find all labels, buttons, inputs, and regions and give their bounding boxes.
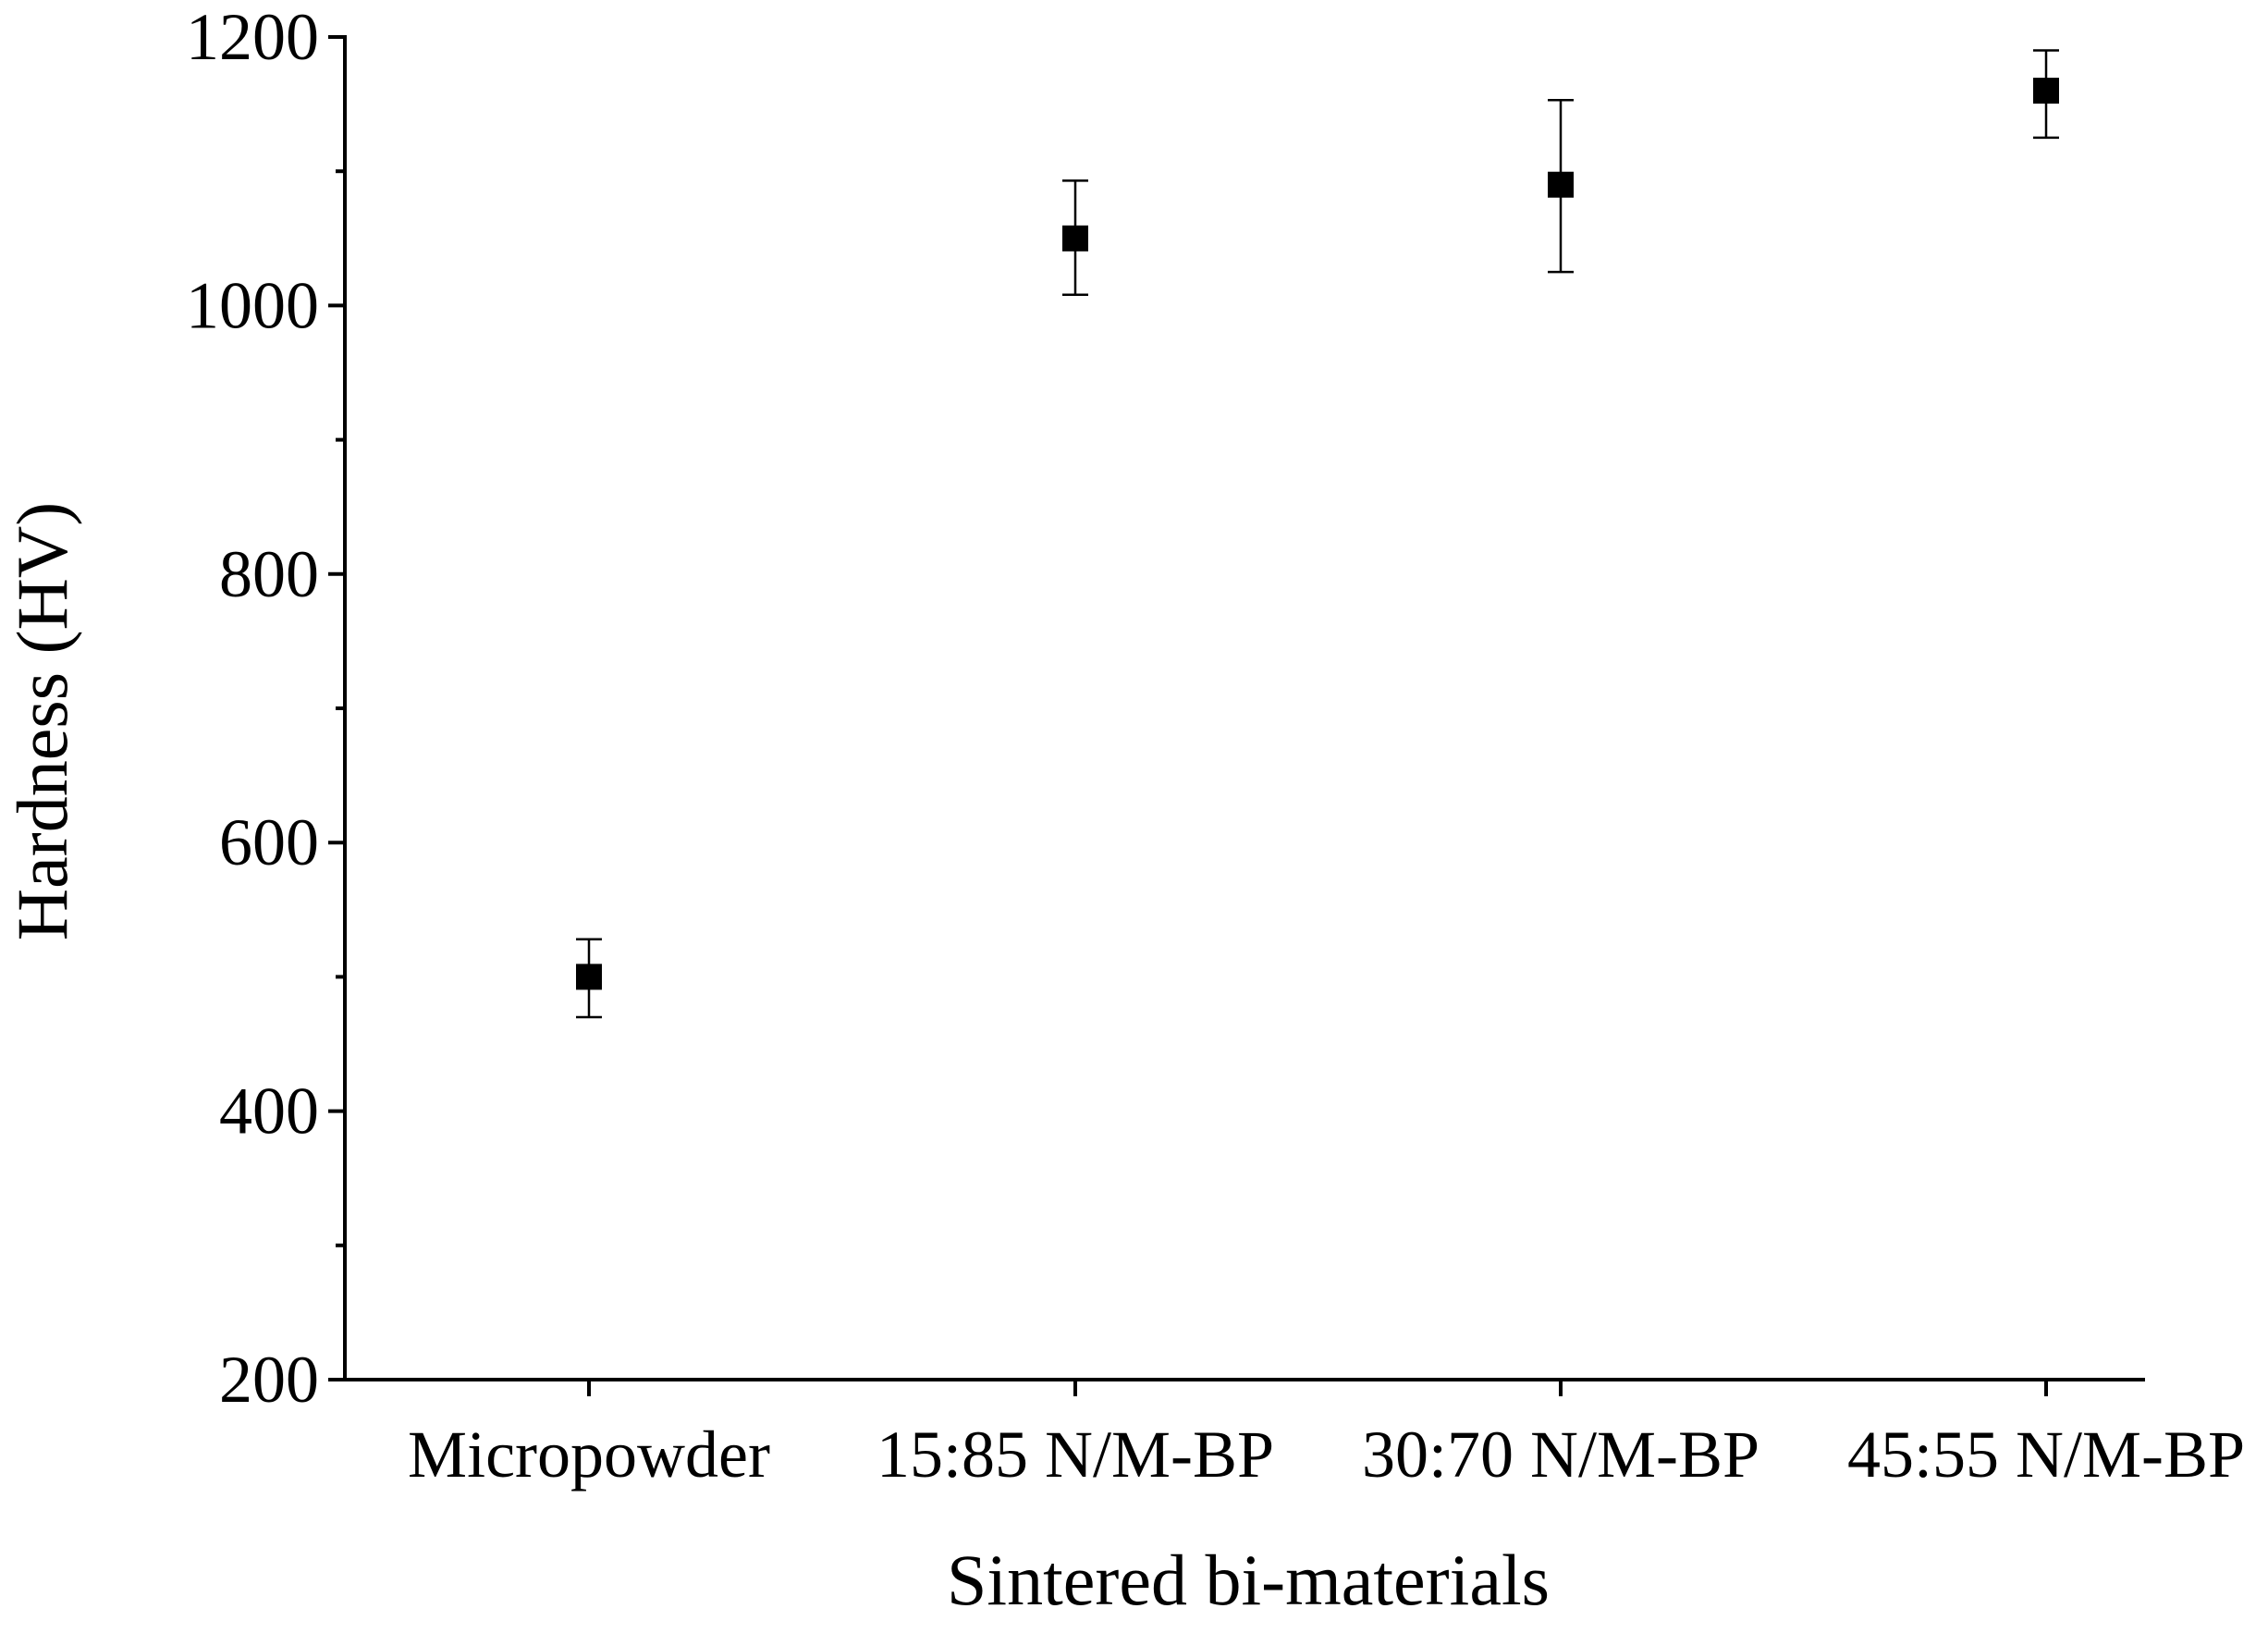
x-axis-ticks: Micropowder 15:85 N/M-BP 30:70 N/M-BP 45:55… bbox=[408, 1380, 2245, 1492]
y-tick-label: 600 bbox=[219, 805, 319, 879]
x-tick-label: Micropowder bbox=[408, 1418, 770, 1492]
y-tick-label: 1200 bbox=[186, 0, 319, 74]
data-point-marker bbox=[576, 964, 602, 990]
y-tick-label: 400 bbox=[219, 1074, 319, 1148]
error-bars bbox=[576, 49, 2059, 1019]
y-axis-title: Hardness (HV) bbox=[2, 502, 82, 940]
x-tick-label: 15:85 N/M-BP bbox=[877, 1418, 1274, 1492]
y-axis-ticks: 200 400 600 800 1000 1200 bbox=[186, 0, 345, 1417]
x-tick-label: 30:70 N/M-BP bbox=[1362, 1418, 1759, 1492]
y-tick-label: 200 bbox=[219, 1343, 319, 1417]
y-tick-label: 1000 bbox=[186, 268, 319, 342]
y-tick-label: 800 bbox=[219, 537, 319, 611]
data-point-marker bbox=[1062, 225, 1088, 252]
x-axis-title: Sintered bi-materials bbox=[947, 1540, 1550, 1620]
data-points bbox=[576, 78, 2059, 990]
data-point-marker bbox=[2033, 78, 2059, 104]
x-tick-label: 45:55 N/M-BP bbox=[1847, 1418, 2245, 1492]
data-point-marker bbox=[1548, 171, 1574, 198]
axes bbox=[343, 35, 2145, 1381]
